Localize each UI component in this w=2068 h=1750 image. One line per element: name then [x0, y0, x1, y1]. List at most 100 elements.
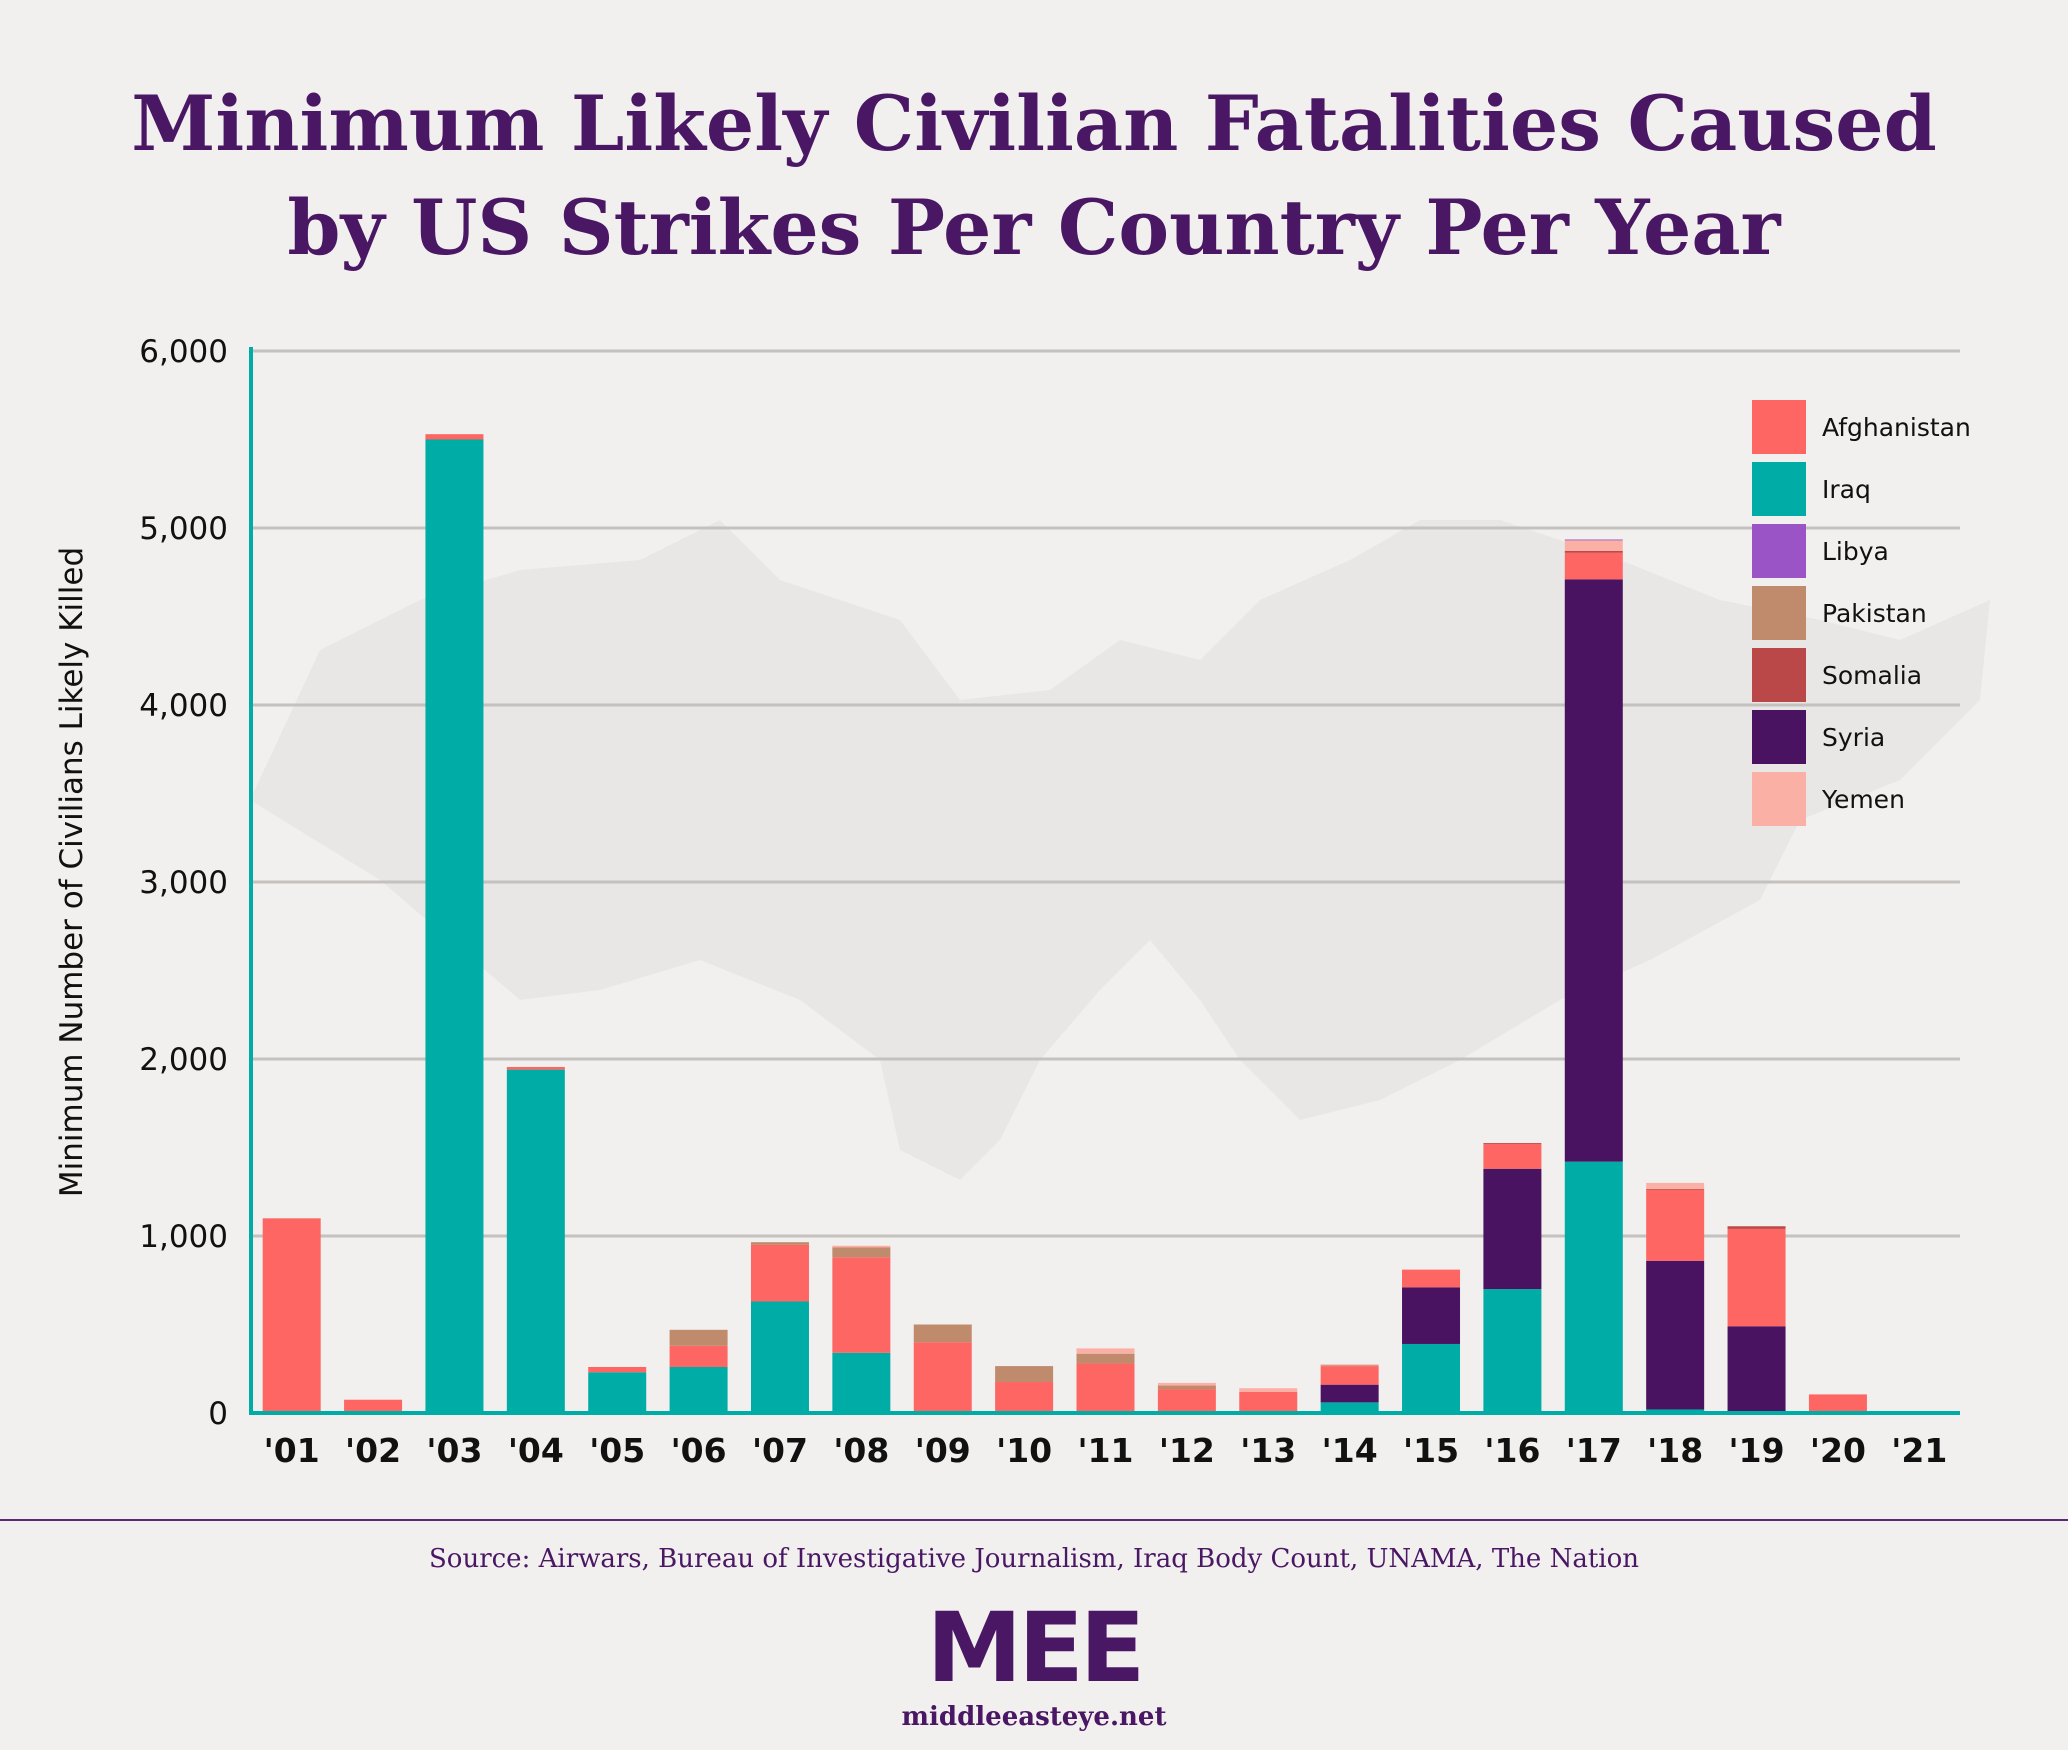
bar-stack: [1727, 1226, 1786, 1413]
legend-item: Iraq: [1752, 462, 1871, 516]
bar-stack: [1646, 1182, 1705, 1413]
bar-segment-syria: [1564, 579, 1623, 1162]
bar-segment-afghanistan: [913, 1342, 972, 1413]
legend-item: Syria: [1752, 710, 1885, 764]
bar-stack: [1239, 1388, 1298, 1413]
bar-segment-iraq: [750, 1301, 809, 1413]
bar-segment-pakistan: [669, 1329, 728, 1346]
bar-segment-afghanistan: [262, 1218, 321, 1413]
axes: [249, 347, 1960, 1415]
bar-segment-yemen: [1646, 1182, 1705, 1190]
bar-stack: [1483, 1143, 1542, 1413]
legend-label: Somalia: [1822, 661, 1922, 690]
logo-mark: MEE: [926, 1592, 1146, 1704]
chart-title-line-2: by US Strikes Per Country Per Year: [287, 183, 1781, 272]
bar-segment-yemen: [1564, 540, 1623, 552]
x-tick-label: '18: [1647, 1431, 1703, 1470]
legend-swatch: [1752, 710, 1806, 764]
legend-swatch: [1752, 648, 1806, 702]
bar-segment-afghanistan: [995, 1382, 1054, 1413]
legend-label: Syria: [1822, 723, 1885, 752]
bar-segment-syria: [1402, 1287, 1461, 1344]
bar-segment-iraq: [1320, 1402, 1379, 1413]
x-tick-label: '20: [1810, 1431, 1866, 1470]
x-tick-label: '01: [264, 1431, 320, 1470]
bar-stack: [344, 1399, 403, 1413]
bar-segment-afghanistan: [750, 1244, 809, 1302]
bar-segment-syria: [1727, 1326, 1786, 1412]
y-axis-label: Minimum Number of Civilians Likely Kille…: [54, 547, 90, 1197]
x-tick-label: '19: [1729, 1431, 1785, 1470]
bar-stack: [1076, 1348, 1135, 1413]
footer-divider: [0, 1519, 2068, 1521]
bar-segment-iraq: [425, 439, 484, 1413]
x-tick-label: '12: [1159, 1431, 1215, 1470]
legend-swatch: [1752, 772, 1806, 826]
y-tick-label: 0: [208, 1396, 228, 1432]
bar-segment-iraq: [669, 1366, 728, 1413]
bar-segment-iraq: [832, 1352, 891, 1413]
bar-segment-afghanistan: [425, 434, 484, 440]
logo-url: middleeasteye.net: [901, 1702, 1167, 1732]
bar-segment-afghanistan: [1646, 1189, 1705, 1261]
legend-label: Yemen: [1821, 785, 1905, 814]
bar-stack: [588, 1366, 647, 1413]
legend-item: Afghanistan: [1752, 400, 1971, 454]
legend: Afghanistan Iraq Libya Pakistan Somalia Syria…: [1752, 400, 1971, 826]
bar-stack: [669, 1329, 728, 1413]
bar-segment-syria: [1320, 1384, 1379, 1403]
x-tick-label: '04: [508, 1431, 564, 1470]
bar-segment-yemen: [1157, 1382, 1216, 1386]
bar-segment-afghanistan: [1808, 1394, 1867, 1413]
bar-segment-pakistan: [1320, 1365, 1379, 1367]
bar-stack: [425, 434, 484, 1413]
legend-item: Yemen: [1752, 772, 1905, 826]
x-tick-label: '14: [1322, 1431, 1378, 1470]
bar-segment-somalia: [1646, 1189, 1705, 1190]
bar-segment-afghanistan: [1076, 1363, 1135, 1413]
bar-segment-pakistan: [832, 1247, 891, 1258]
x-tick-label: '15: [1403, 1431, 1459, 1470]
source-note: Source: Airwars, Bureau of Investigative…: [428, 1544, 1639, 1574]
bar-segment-afghanistan: [1483, 1143, 1542, 1169]
bar-segment-afghanistan: [344, 1399, 403, 1413]
bar-segment-pakistan: [1157, 1385, 1216, 1390]
x-tick-label: '03: [426, 1431, 482, 1470]
bar-segment-iraq: [1564, 1161, 1623, 1413]
bar-segment-syria: [1483, 1168, 1542, 1290]
x-tick-label: '07: [752, 1431, 808, 1470]
x-tick-label: '05: [589, 1431, 645, 1470]
legend-label: Afghanistan: [1822, 413, 1971, 442]
bar-stack: [995, 1366, 1054, 1413]
bar-segment-yemen: [832, 1245, 891, 1248]
logo: MEE middleeasteye.net: [0, 1598, 2068, 1732]
x-tick-label: '11: [1077, 1431, 1133, 1470]
x-tick-label: '16: [1484, 1431, 1540, 1470]
bar-segment-somalia: [1483, 1143, 1542, 1144]
bar-segment-afghanistan: [1320, 1366, 1379, 1385]
bar-stack: [506, 1066, 565, 1413]
bar-segment-somalia: [1564, 551, 1623, 553]
bar-stack: [1564, 539, 1623, 1413]
y-axis-tick-labels: 0 1,000 2,000 3,000 4,000 5,000 6,000: [139, 334, 228, 1432]
bar-segment-pakistan: [995, 1366, 1054, 1383]
legend-swatch: [1752, 462, 1806, 516]
y-tick-label: 5,000: [139, 511, 228, 547]
bar-stack: [1402, 1269, 1461, 1413]
bar-segment-iraq: [506, 1069, 565, 1413]
bar-segment-somalia: [1727, 1226, 1786, 1229]
bar-segment-afghanistan: [588, 1366, 647, 1373]
bar-segment-afghanistan: [1157, 1389, 1216, 1413]
bar-segment-pakistan: [750, 1242, 809, 1245]
x-tick-label: '21: [1891, 1431, 1947, 1470]
bar-segment-yemen: [1320, 1364, 1379, 1366]
bar-stacks: [262, 434, 1867, 1413]
bar-segment-iraq: [588, 1372, 647, 1413]
bar-segment-afghanistan: [1239, 1391, 1298, 1413]
y-tick-label: 6,000: [139, 334, 228, 370]
x-tick-label: '10: [996, 1431, 1052, 1470]
bar-segment-afghanistan: [1402, 1269, 1461, 1288]
bar-stack: [1808, 1394, 1867, 1413]
bar-segment-iraq: [1483, 1289, 1542, 1413]
